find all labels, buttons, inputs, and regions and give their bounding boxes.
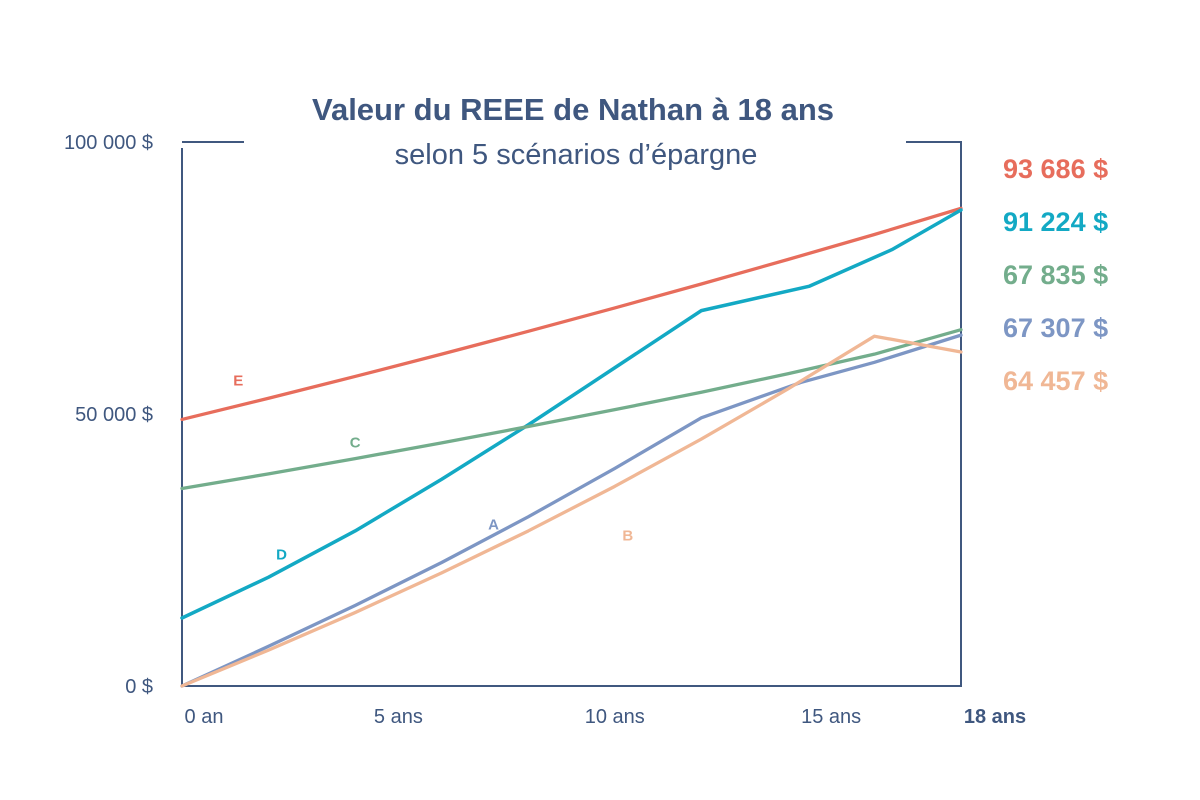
- x-tick-label: 15 ans: [801, 706, 861, 728]
- plot-frame: [181, 141, 962, 687]
- series-line-b: [180, 334, 963, 688]
- final-value-b: 64 457 $: [1003, 366, 1108, 396]
- series-label-b: B: [622, 527, 633, 544]
- y-tick-label: 100 000 $: [64, 132, 153, 154]
- final-value-a: 67 307 $: [1003, 313, 1108, 343]
- x-tick-label: 18 ans: [964, 706, 1026, 728]
- series-line-a: [180, 333, 963, 688]
- final-value-labels: 93 686 $ 91 224 $ 67 835 $ 67 307 $ 64 457 $: [1003, 154, 1108, 396]
- series-label-e: E: [233, 372, 243, 389]
- chart-title: Valeur du REEE de Nathan à 18 ans: [312, 92, 834, 127]
- final-value-c: 67 835 $: [1003, 260, 1108, 290]
- chart-subtitle: selon 5 scénarios d’épargne: [395, 139, 758, 171]
- series-line-e: [180, 206, 963, 422]
- x-tick-label: 10 ans: [585, 706, 645, 728]
- y-tick-label: 50 000 $: [75, 404, 153, 426]
- final-value-e: 93 686 $: [1003, 154, 1108, 184]
- series-label-layer: E D C A B: [233, 372, 633, 563]
- series-label-a: A: [488, 516, 499, 533]
- series-label-d: D: [276, 546, 287, 563]
- x-tick-label: 0 an: [185, 706, 224, 728]
- series-layer: [180, 206, 963, 688]
- x-axis: 0 an 5 ans 10 ans 15 ans 18 ans: [185, 706, 1027, 728]
- x-tick-label: 5 ans: [374, 706, 423, 728]
- final-value-d: 91 224 $: [1003, 207, 1108, 237]
- series-label-c: C: [350, 434, 361, 451]
- plot-border: [181, 141, 962, 687]
- series-line-d: [180, 208, 963, 620]
- y-tick-label: 0 $: [125, 676, 153, 698]
- y-axis: 0 $ 50 000 $ 100 000 $: [64, 132, 153, 698]
